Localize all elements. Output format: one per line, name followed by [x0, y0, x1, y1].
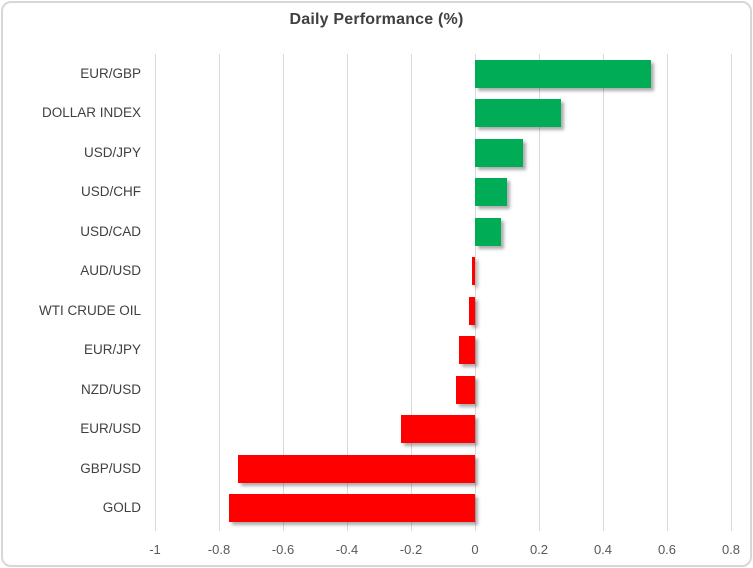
bar-usd-jpy — [475, 138, 523, 167]
gridline — [411, 54, 412, 531]
gridline — [283, 54, 284, 531]
category-label-eur-jpy: EUR/JPY — [83, 342, 141, 358]
gridline — [347, 54, 348, 531]
plot-area — [155, 54, 732, 531]
bar-nzd-usd — [455, 375, 475, 404]
bar-usd-chf — [475, 178, 507, 207]
category-label-usd-jpy: USD/JPY — [83, 144, 141, 160]
x-tick-label: -0.2 — [399, 542, 423, 557]
gridline — [475, 54, 476, 531]
category-label-gold: GOLD — [102, 500, 141, 516]
gridline — [731, 54, 732, 531]
category-label-usd-cad: USD/CAD — [80, 223, 141, 239]
bar-eur-jpy — [459, 336, 475, 365]
x-tick-label: 0.4 — [593, 542, 613, 557]
x-tick-label: -0.6 — [271, 542, 295, 557]
bar-usd-cad — [475, 217, 501, 246]
category-label-usd-chf: USD/CHF — [81, 184, 141, 200]
bar-eur-usd — [401, 415, 475, 444]
x-tick-label: -0.8 — [207, 542, 231, 557]
x-tick-label: 0 — [471, 542, 479, 557]
x-tick-label: -1 — [149, 542, 161, 557]
bar-eur-gbp — [475, 59, 651, 88]
category-label-gbp-usd: GBP/USD — [80, 460, 141, 476]
chart-title: Daily Performance (%) — [289, 11, 464, 28]
bar-aud-usd — [471, 257, 475, 286]
bar-wti-crude-oil — [468, 296, 475, 325]
category-label-nzd-usd: NZD/USD — [81, 381, 141, 397]
category-label-wti-crude-oil: WTI CRUDE OIL — [38, 302, 141, 318]
category-label-eur-usd: EUR/USD — [80, 421, 141, 437]
x-tick-label: -0.4 — [335, 542, 359, 557]
bar-gold — [228, 494, 475, 523]
x-tick-label: 0.6 — [657, 542, 677, 557]
category-label-dollar-index: DOLLAR INDEX — [41, 105, 141, 121]
gridline — [155, 54, 156, 531]
category-label-eur-gbp: EUR/GBP — [80, 65, 141, 81]
x-tick-label: 0.8 — [721, 542, 741, 557]
gridline — [539, 54, 540, 531]
x-tick-label: 0.2 — [529, 542, 549, 557]
bar-dollar-index — [475, 99, 562, 128]
bar-gbp-usd — [238, 454, 475, 483]
gridline — [603, 54, 604, 531]
gridline — [667, 54, 668, 531]
gridline — [219, 54, 220, 531]
category-label-aud-usd: AUD/USD — [80, 263, 141, 279]
